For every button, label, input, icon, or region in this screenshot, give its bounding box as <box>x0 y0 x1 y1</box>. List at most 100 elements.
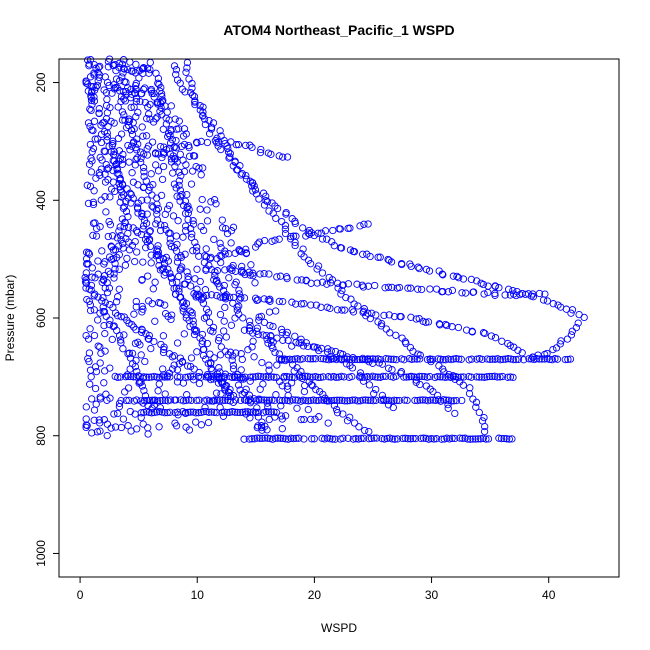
data-point <box>262 373 270 381</box>
data-point <box>100 379 108 387</box>
data-point <box>336 225 344 233</box>
data-point <box>180 280 188 288</box>
data-point <box>86 380 94 388</box>
data-point <box>188 230 196 238</box>
data-point <box>156 142 165 151</box>
data-point <box>182 299 191 308</box>
data-point <box>95 416 103 424</box>
data-point <box>99 275 108 283</box>
data-point <box>432 435 441 443</box>
data-point <box>194 409 203 417</box>
data-point <box>364 220 372 228</box>
data-point <box>129 194 137 202</box>
data-point <box>251 373 260 381</box>
data-point <box>159 148 168 157</box>
data-point <box>345 355 354 364</box>
data-point <box>101 347 109 355</box>
data-point <box>176 265 185 273</box>
data-point <box>180 330 188 338</box>
data-point <box>449 272 458 280</box>
data-point <box>313 265 321 273</box>
data-point <box>88 395 96 403</box>
data-point <box>90 406 99 414</box>
data-point <box>493 373 502 381</box>
data-point <box>121 261 130 269</box>
data-point <box>232 141 240 149</box>
data-point <box>186 282 195 290</box>
data-point <box>189 317 197 325</box>
data-point <box>203 217 212 225</box>
data-point <box>262 192 270 200</box>
data-point <box>180 167 189 176</box>
data-point <box>246 141 254 149</box>
data-point <box>132 326 140 334</box>
data-point <box>370 390 378 398</box>
data-point <box>156 299 165 307</box>
data-point <box>131 257 139 266</box>
data-point <box>145 373 153 381</box>
data-point <box>313 279 321 287</box>
data-point <box>163 205 172 213</box>
data-point <box>348 306 356 314</box>
data-point <box>158 175 167 184</box>
data-point <box>173 339 182 347</box>
data-point <box>176 193 184 201</box>
data-point <box>273 204 282 213</box>
data-point <box>289 396 297 404</box>
data-point <box>456 434 464 442</box>
data-point <box>91 384 100 393</box>
data-point <box>464 435 472 443</box>
data-point <box>402 373 411 381</box>
data-point <box>209 119 218 127</box>
data-point <box>512 355 520 364</box>
data-point <box>140 396 149 405</box>
data-point <box>121 388 129 396</box>
data-point <box>140 408 148 417</box>
data-point <box>304 397 312 405</box>
data-point <box>166 235 174 243</box>
data-point <box>117 236 125 244</box>
data-point <box>215 364 223 372</box>
data-point <box>117 396 125 405</box>
data-point <box>368 309 376 317</box>
data-point <box>220 317 228 325</box>
data-point <box>504 339 512 348</box>
data-point <box>288 342 296 350</box>
data-point <box>239 314 247 322</box>
data-point <box>213 408 221 417</box>
data-point <box>161 396 169 405</box>
data-point <box>282 435 290 443</box>
data-point <box>156 226 165 235</box>
data-point <box>344 434 352 442</box>
data-point <box>174 408 182 416</box>
data-point <box>471 435 480 443</box>
data-point <box>255 195 263 203</box>
data-point <box>94 135 102 143</box>
data-point <box>268 237 276 245</box>
data-point <box>172 422 181 430</box>
data-point <box>199 103 207 111</box>
data-point <box>157 89 166 98</box>
data-point <box>191 327 200 336</box>
data-point <box>121 97 129 105</box>
data-point <box>121 373 130 381</box>
data-point <box>514 346 522 354</box>
data-point <box>101 258 109 266</box>
plot-frame <box>58 58 620 578</box>
data-point <box>480 413 488 422</box>
data-point <box>326 435 334 443</box>
data-point <box>242 175 251 183</box>
data-point <box>102 88 111 97</box>
data-point <box>220 372 229 381</box>
data-point <box>184 362 192 370</box>
data-point <box>265 415 273 424</box>
data-point <box>267 150 275 158</box>
data-point <box>425 267 434 275</box>
data-point <box>276 272 285 280</box>
data-point <box>360 220 368 228</box>
data-point <box>108 335 116 344</box>
data-point <box>85 160 94 168</box>
data-point <box>116 223 124 231</box>
data-point <box>148 138 157 146</box>
